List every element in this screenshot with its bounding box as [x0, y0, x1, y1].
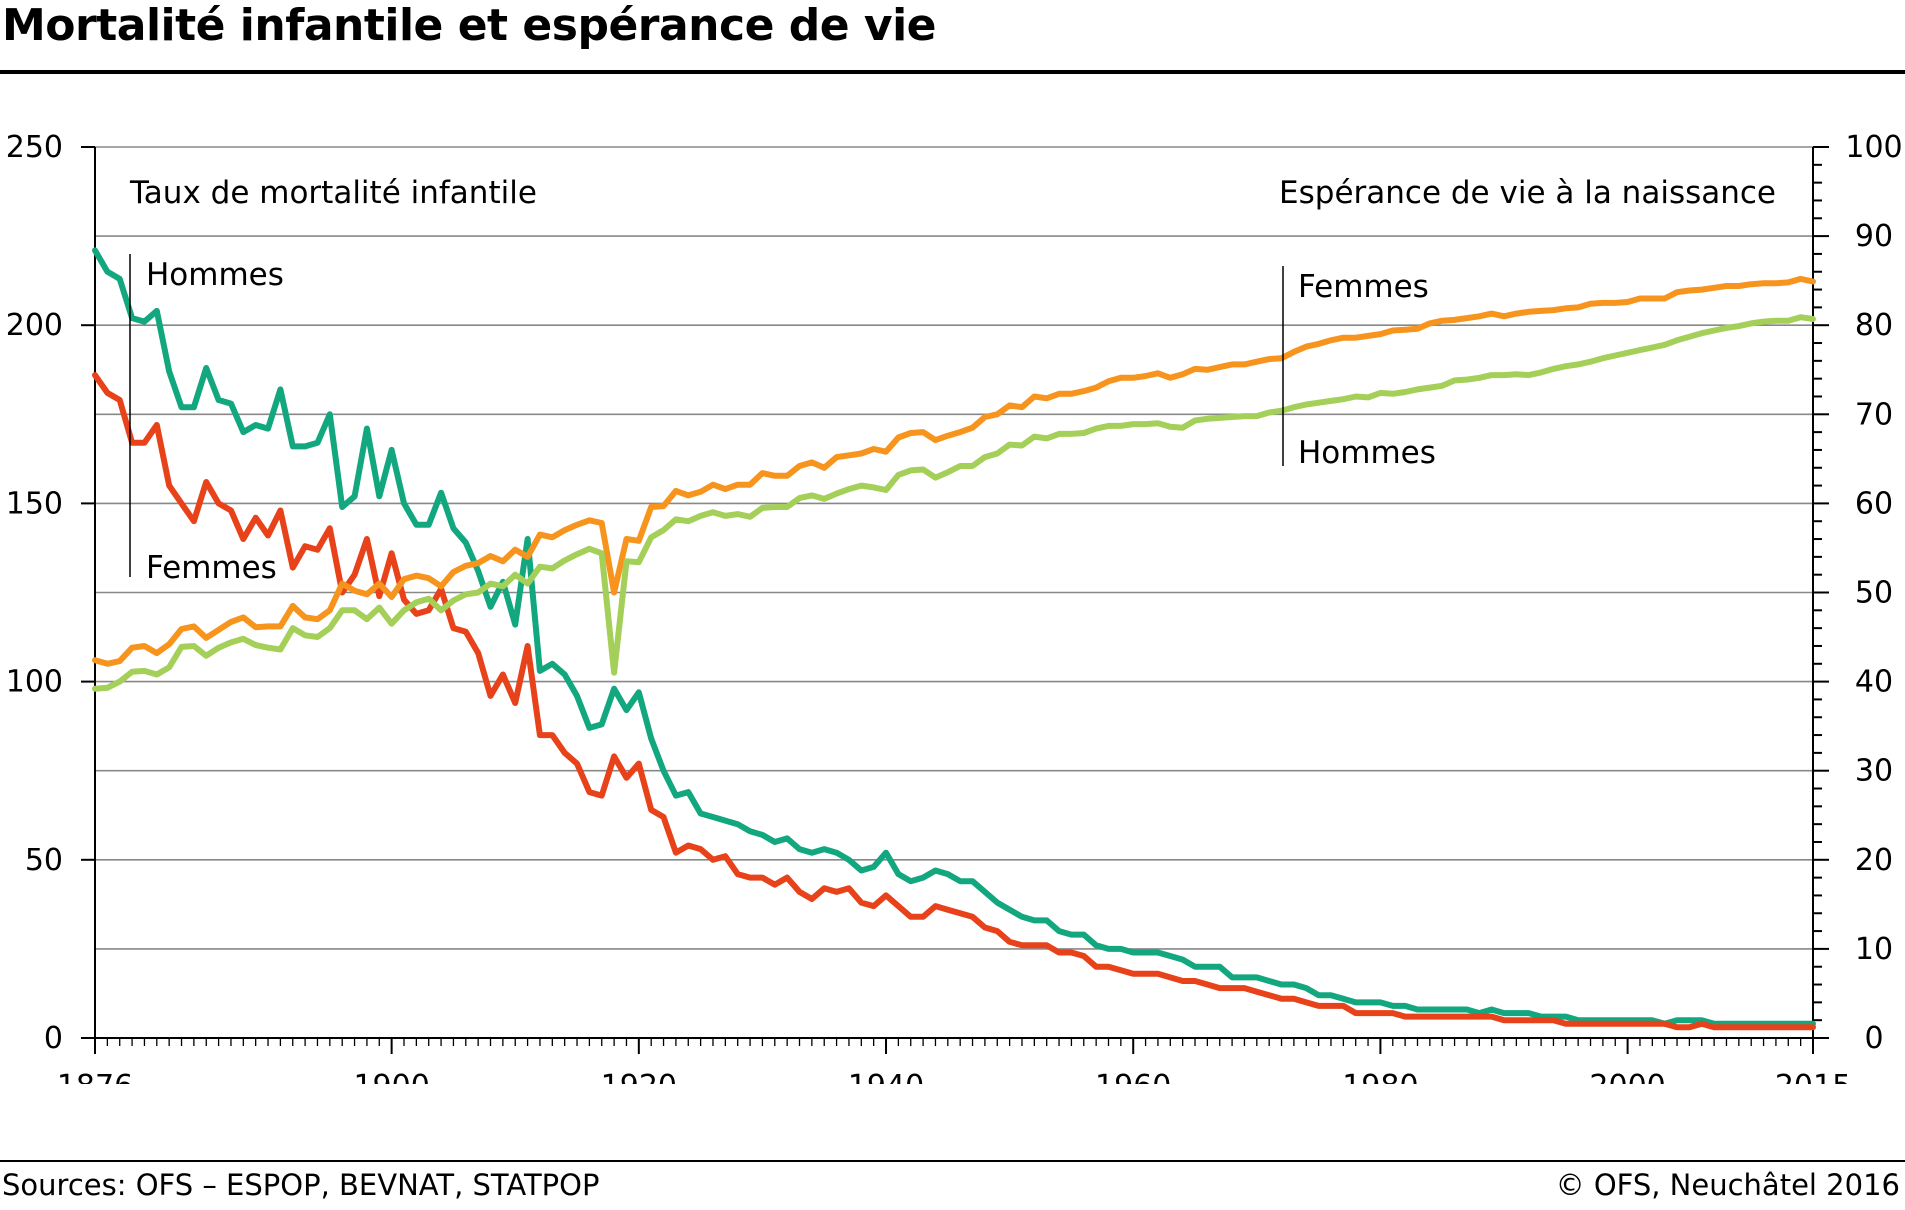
left-axis-title: Taux de mortalité infantile — [129, 175, 537, 211]
series-label-mortality-men: Hommes — [146, 257, 284, 293]
series-line-life-women — [92, 275, 1816, 667]
grid-lines — [95, 146, 1813, 950]
x-tick-label: 2015 — [1775, 1069, 1851, 1084]
right-tick-label: 60 — [1855, 486, 1893, 521]
x-tick-label: 1960 — [1095, 1069, 1171, 1084]
series-label-mortality-women: Femmes — [146, 550, 277, 586]
page-title: Mortalité infantile et espérance de vie — [2, 0, 937, 51]
left-tick-label: 50 — [25, 843, 63, 878]
series-line-mortality-men — [92, 247, 1816, 1027]
left-tick-label: 150 — [6, 486, 63, 521]
series-lines — [92, 247, 1816, 1031]
title-rule — [0, 70, 1905, 74]
x-tick-label: 1920 — [601, 1069, 677, 1084]
left-tick-label: 200 — [6, 308, 63, 343]
right-tick-label: 90 — [1855, 219, 1893, 254]
x-tick-label: 1940 — [848, 1069, 924, 1084]
right-tick-label: 10 — [1855, 932, 1893, 967]
x-tick-label: 1980 — [1342, 1069, 1418, 1084]
right-tick-label: 50 — [1855, 576, 1893, 611]
left-tick-label: 250 — [6, 130, 63, 165]
chart-area: 0 50 100 150 200 250 0 10 20 30 40 50 60 70 80 90 100 187… — [6, 130, 1903, 1084]
right-tick-label: 100 — [1845, 130, 1902, 165]
left-tick-label: 100 — [6, 665, 63, 700]
footer-rule — [0, 1160, 1905, 1162]
right-tick-label: 40 — [1855, 665, 1893, 700]
source-note: Sources: OFS – ESPOP, BEVNAT, STATPOP — [2, 1168, 600, 1202]
right-tick-label: 0 — [1864, 1021, 1883, 1056]
series-line-mortality-women — [92, 372, 1816, 1031]
series-line-life-men — [92, 314, 1816, 692]
copyright-note: © OFS, Neuchâtel 2016 — [1555, 1168, 1900, 1202]
series-label-life-women: Femmes — [1298, 269, 1429, 305]
right-tick-label: 80 — [1855, 308, 1893, 343]
left-tick-label: 0 — [44, 1021, 63, 1056]
x-tick-label: 1876 — [57, 1069, 133, 1084]
chart-axes — [81, 146, 1829, 1054]
series-label-life-men: Hommes — [1298, 435, 1436, 471]
tick-labels: 0 50 100 150 200 250 0 10 20 30 40 50 60 70 80 90 100 187… — [6, 130, 1903, 1084]
right-tick-label: 70 — [1855, 397, 1893, 432]
right-tick-label: 20 — [1855, 843, 1893, 878]
right-axis-title: Espérance de vie à la naissance — [1279, 175, 1776, 211]
x-tick-label: 1900 — [353, 1069, 429, 1084]
right-tick-label: 30 — [1855, 754, 1893, 789]
chart-labels: Taux de mortalité infantile Espérance de… — [129, 175, 1776, 586]
x-tick-label: 2000 — [1589, 1069, 1665, 1084]
